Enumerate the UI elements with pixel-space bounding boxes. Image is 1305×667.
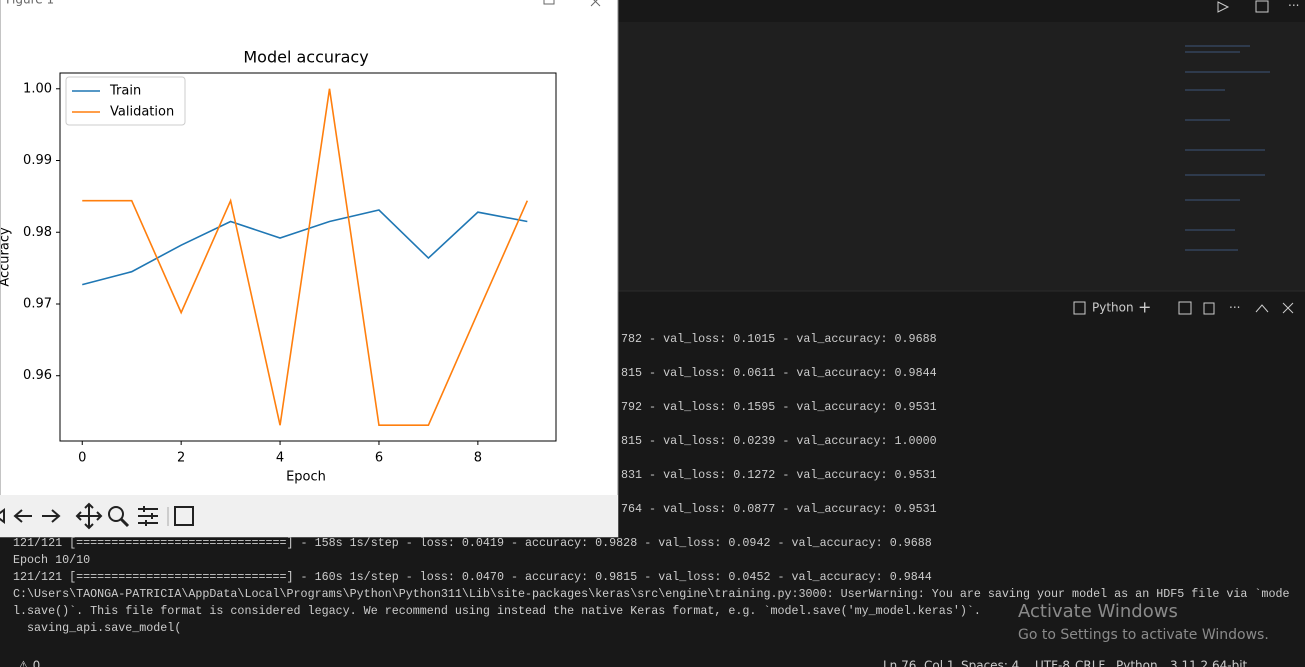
chart-title: Model accuracy <box>243 48 368 67</box>
activation-subtitle: Go to Settings to activate Windows. <box>1018 627 1269 643</box>
figure-window: Figure 1 Model accuracy Epoch Accuracy 0… <box>0 0 619 538</box>
back-button[interactable] <box>13 509 32 523</box>
series-line <box>82 88 529 427</box>
configure-button[interactable] <box>138 506 158 526</box>
home-button[interactable] <box>0 508 5 524</box>
y-tick-label: 0.98 <box>23 225 52 240</box>
x-axis-label: Epoch <box>286 470 326 485</box>
window-title: Figure 1 <box>6 0 54 7</box>
new-terminal[interactable]: + <box>1138 298 1151 317</box>
close-window[interactable] <box>590 0 601 7</box>
status-item: Spaces: 4 <box>961 659 1019 667</box>
status-bar <box>0 655 1305 667</box>
close-panel[interactable] <box>1282 302 1294 314</box>
terminal-output: 782 - val_loss: 0.1015 - val_accuracy: 0… <box>13 332 1289 635</box>
split-terminal[interactable] <box>1178 301 1192 315</box>
chart: 0 2 4 6 8 0.96 0.97 0.98 0.99 1.00 Train Validation <box>23 76 529 466</box>
plot-area <box>59 72 557 442</box>
toolbar <box>0 495 618 537</box>
maximize-panel[interactable] <box>1255 304 1269 313</box>
terminal-icon[interactable] <box>1073 301 1086 315</box>
y-axis-label: Accuracy <box>0 227 13 287</box>
x-tick-label: 8 <box>474 451 482 466</box>
y-tick-label: 0.97 <box>23 296 52 311</box>
y-tick-label: 1.00 <box>23 81 52 96</box>
pan-button[interactable] <box>75 502 103 530</box>
status-item: 3.11.2 64-bit <box>1170 659 1248 667</box>
terminal-line: C:\Users\TAONGA-PATRICIA\AppData\Local\P… <box>13 587 1289 601</box>
run-button[interactable] <box>1217 1 1230 13</box>
y-tick-label: 0.96 <box>23 368 52 383</box>
more-actions[interactable]: ··· <box>1288 0 1299 13</box>
zoom-handle <box>119 517 130 528</box>
legend-label: Train <box>109 84 141 99</box>
terminal-line: 815 - val_loss: 0.0239 - val_accuracy: 1… <box>621 434 937 448</box>
y-tick-label: 0.99 <box>23 153 52 168</box>
kill-terminal[interactable] <box>1203 302 1215 315</box>
minimap <box>1185 45 1270 251</box>
x-tick-label: 4 <box>276 451 284 466</box>
legend-box <box>65 76 186 126</box>
terminal-line: l.save()`. This file format is considere… <box>13 604 981 618</box>
problems-indicator: ⚠ 0 <box>18 659 40 667</box>
x-tick-label: 2 <box>177 451 185 466</box>
terminal-line: 815 - val_loss: 0.0611 - val_accuracy: 0… <box>621 366 937 380</box>
legend-label: Validation <box>110 105 174 120</box>
status-item: CRLF <box>1075 659 1105 667</box>
x-tick-label: 6 <box>375 451 383 466</box>
terminal-line: 121/121 [==============================]… <box>13 570 932 584</box>
status-item: Ln 76, Col 1 <box>883 659 955 667</box>
x-tick-label: 0 <box>78 451 86 466</box>
terminal-line: 792 - val_loss: 0.1595 - val_accuracy: 0… <box>621 400 937 414</box>
activation-title: Activate Windows <box>1018 601 1178 622</box>
status-item: UTF-8 <box>1035 659 1070 667</box>
terminal-line: 831 - val_loss: 0.1272 - val_accuracy: 0… <box>621 468 937 482</box>
split-editor[interactable] <box>1255 0 1269 13</box>
more-actions[interactable]: ··· <box>1229 301 1240 315</box>
zoom-button[interactable] <box>108 506 124 522</box>
terminal-name[interactable]: Python <box>1092 301 1134 315</box>
terminal-line: 764 - val_loss: 0.0877 - val_accuracy: 0… <box>621 502 937 516</box>
terminal-line: 782 - val_loss: 0.1015 - val_accuracy: 0… <box>621 332 937 346</box>
forward-button[interactable] <box>42 509 61 523</box>
maximize-window[interactable] <box>543 0 555 5</box>
terminal-line: 121/121 [==============================]… <box>13 536 932 550</box>
terminal-line: Epoch 10/10 <box>13 553 90 567</box>
save-button[interactable] <box>174 506 194 526</box>
status-item: Python <box>1116 659 1158 667</box>
status-items: ⚠ 0 Ln 76, Col 1 Spaces: 4 UTF-8 CRLF Python 3… <box>18 659 1248 667</box>
legend: Train Validation <box>65 76 186 126</box>
terminal-line: saving_api.save_model( <box>13 621 181 635</box>
